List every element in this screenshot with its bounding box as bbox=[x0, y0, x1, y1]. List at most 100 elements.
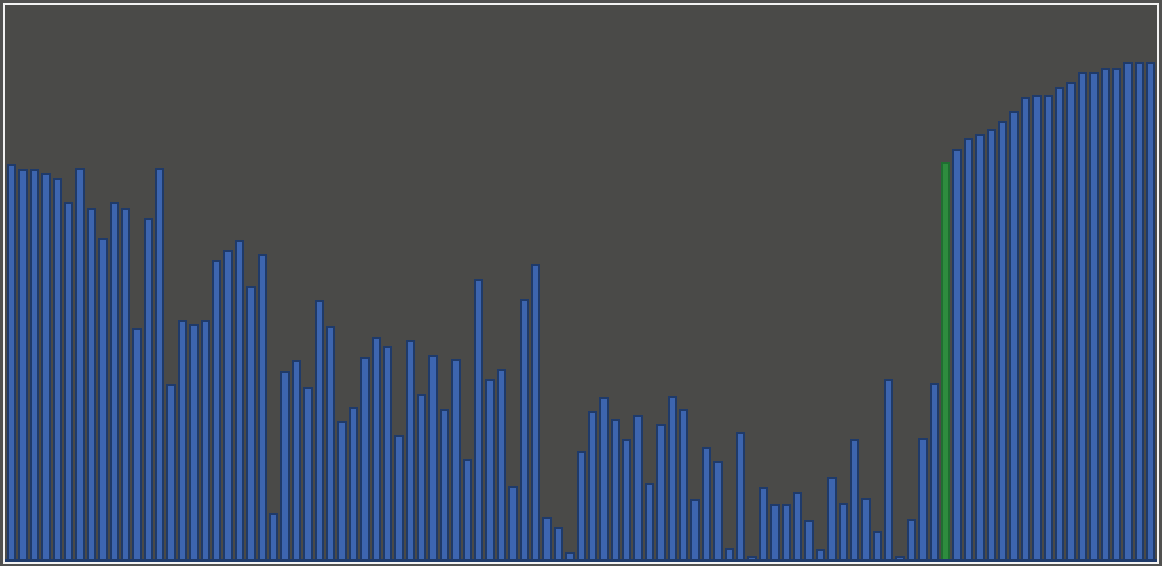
bar bbox=[474, 279, 484, 559]
bar bbox=[724, 548, 734, 559]
bar bbox=[827, 477, 837, 559]
bar bbox=[143, 218, 154, 559]
bar bbox=[314, 300, 324, 559]
bar bbox=[565, 552, 575, 559]
highlighted-bar bbox=[941, 162, 951, 559]
bar bbox=[690, 499, 700, 559]
bar bbox=[1146, 62, 1156, 559]
bar bbox=[587, 411, 598, 559]
bar bbox=[906, 519, 917, 559]
bar bbox=[428, 355, 438, 559]
bar bbox=[542, 517, 552, 559]
bar bbox=[918, 438, 928, 559]
bar bbox=[576, 451, 586, 559]
bar bbox=[451, 359, 461, 559]
bar bbox=[41, 173, 51, 559]
bar bbox=[234, 240, 245, 559]
bar bbox=[975, 134, 985, 559]
bar bbox=[98, 238, 108, 559]
bar bbox=[303, 387, 313, 559]
bar bbox=[838, 503, 848, 559]
bar bbox=[462, 459, 473, 559]
bar bbox=[417, 394, 427, 559]
bar bbox=[508, 486, 518, 559]
bar bbox=[155, 168, 165, 559]
bar bbox=[861, 498, 871, 559]
bar bbox=[360, 357, 370, 559]
bar bbox=[86, 208, 97, 559]
bar bbox=[1009, 111, 1019, 559]
bar bbox=[553, 527, 564, 559]
bar bbox=[200, 320, 211, 559]
bar bbox=[1054, 87, 1065, 559]
bar bbox=[1043, 95, 1053, 559]
bar bbox=[644, 483, 655, 559]
bar bbox=[530, 264, 541, 559]
bar bbox=[496, 369, 507, 559]
bar bbox=[747, 556, 757, 559]
bar bbox=[1020, 97, 1031, 559]
bar bbox=[280, 371, 290, 559]
bar bbox=[223, 250, 233, 559]
plot-area bbox=[5, 5, 1157, 562]
bar bbox=[895, 556, 905, 559]
bar bbox=[189, 324, 199, 559]
bar bbox=[781, 504, 791, 559]
bar bbox=[656, 424, 666, 559]
bar bbox=[1134, 62, 1145, 559]
axis-baseline bbox=[5, 559, 1157, 562]
bar bbox=[701, 447, 712, 559]
bar bbox=[929, 383, 940, 559]
bar bbox=[405, 340, 416, 559]
bar bbox=[439, 409, 450, 559]
bar bbox=[29, 169, 40, 559]
bar bbox=[963, 138, 974, 559]
bar bbox=[997, 121, 1008, 559]
bar bbox=[348, 407, 359, 559]
bar-array bbox=[6, 5, 1156, 559]
bar bbox=[75, 168, 85, 559]
bar bbox=[1032, 95, 1042, 559]
chart-frame bbox=[3, 3, 1159, 564]
bar bbox=[1123, 62, 1133, 559]
bar bbox=[519, 299, 529, 559]
bar bbox=[1077, 72, 1088, 559]
bar bbox=[166, 384, 176, 559]
bar bbox=[1100, 68, 1110, 559]
bar bbox=[337, 421, 347, 559]
bar bbox=[667, 396, 678, 559]
bar bbox=[120, 208, 131, 559]
bar bbox=[713, 461, 723, 559]
bar bbox=[212, 260, 222, 559]
bar bbox=[1089, 72, 1099, 559]
bar bbox=[268, 513, 279, 559]
bar bbox=[815, 549, 826, 559]
bar bbox=[872, 531, 883, 559]
bar bbox=[758, 487, 769, 559]
bar bbox=[7, 164, 17, 559]
bar bbox=[679, 409, 689, 559]
bar bbox=[132, 328, 142, 559]
bar bbox=[52, 178, 62, 559]
bar bbox=[736, 432, 746, 559]
bar bbox=[63, 202, 74, 559]
bar bbox=[610, 419, 621, 559]
bar bbox=[622, 439, 632, 559]
bar bbox=[485, 379, 495, 559]
bar bbox=[884, 379, 894, 559]
bar bbox=[382, 346, 393, 559]
bar bbox=[633, 415, 643, 559]
bar bbox=[986, 129, 996, 559]
bar bbox=[394, 435, 404, 559]
bar bbox=[109, 202, 119, 559]
bar bbox=[1066, 82, 1076, 559]
bar bbox=[770, 504, 780, 559]
bar bbox=[177, 320, 188, 559]
bar bbox=[849, 439, 860, 559]
bar bbox=[371, 337, 381, 559]
bar bbox=[804, 520, 814, 559]
bar bbox=[599, 397, 609, 559]
bar bbox=[246, 286, 256, 559]
bar bbox=[1111, 68, 1122, 559]
